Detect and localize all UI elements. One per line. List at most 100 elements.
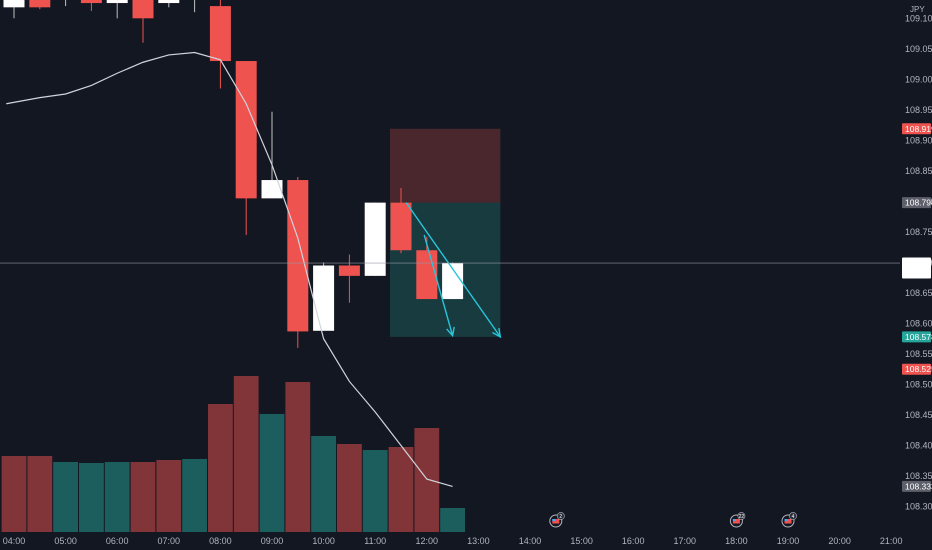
candle-body [442,263,464,300]
flag-icon [552,519,560,524]
price-tick-label: 109.000 [905,74,932,84]
volume-bar [311,436,336,532]
price-tick-label: 108.500 [905,380,932,390]
candle [261,111,283,199]
price-tick-label: 108.450 [905,410,932,420]
event-count-label: 2 [559,514,562,520]
time-tick-label: 17:00 [674,536,697,546]
candle [338,254,360,303]
candle [158,0,180,8]
candle [106,0,128,19]
candle-body [338,265,360,276]
price-tick-label: 108.950 [905,105,932,115]
flag-icon [732,519,740,524]
candle [364,202,386,276]
price-badge: 108.69920:48 [902,257,932,279]
event-flag-icon[interactable]: 4 [781,512,797,528]
arrow-shaft [423,234,454,336]
candle [29,0,51,10]
candle [209,0,231,89]
candle-body [29,0,51,8]
time-tick-label: 21:00 [880,536,903,546]
price-tick-label: 108.600 [905,318,932,328]
volume-bar [259,414,285,532]
price-badge: 108.333 [902,480,932,492]
price-badge-label: 108.333 [905,481,932,491]
price-badge-countdown: 20:48 [905,268,927,278]
time-tick-label: 07:00 [158,536,181,546]
candle-body [390,202,412,251]
price-badge: 108.919 [902,123,932,135]
time-tick-label: 19:00 [777,536,800,546]
ma-line [6,51,453,488]
trend-arrow[interactable] [405,202,502,339]
event-count-badge [556,512,565,520]
economic-events[interactable]: 2 22 4 [549,512,797,528]
volume-bar [233,376,259,532]
time-tick-label: 13:00 [467,536,490,546]
candle-body [209,6,231,62]
candle-body [158,0,180,4]
candle [3,0,25,19]
volume-bar [337,444,362,532]
price-badge-label: 108.578 [905,332,932,342]
time-tick-label: 06:00 [106,536,129,546]
price-badge-label: 108.798 [905,198,932,208]
candle [194,0,196,13]
candle [287,176,309,348]
candle-body [3,0,25,8]
time-axis[interactable]: 04:00 05:00 06:00 07:00 08:00 09:00 10:00 11:00… [3,536,903,546]
stop-loss-zone[interactable] [390,128,501,203]
volume-bar [79,463,104,532]
time-tick-label: 20:00 [828,536,851,546]
volume-bar [414,428,440,532]
currency-label: JPY [910,5,925,14]
volume-bar [130,462,156,532]
price-tick-label: 108.550 [905,349,932,359]
volume-bar [362,450,388,532]
candle [390,187,412,254]
price-badge-background [902,480,931,492]
price-tick-label: 108.350 [905,471,932,481]
price-badge-label: 108.919 [905,124,932,134]
candle-body [313,265,335,331]
price-tick-label: 109.050 [905,44,932,54]
trend-arrow[interactable] [423,234,455,338]
price-tick-label: 108.300 [905,502,932,512]
drawn-arrows[interactable] [405,202,502,339]
price-badge: 108.578 [902,331,932,343]
moving-average [6,51,453,488]
time-tick-label: 15:00 [570,536,593,546]
time-tick-label: 18:00 [725,536,748,546]
volume-bar [53,462,78,532]
candle-body [416,250,438,300]
event-flag-icon[interactable]: 2 [549,512,565,528]
price-badge-background [902,363,931,375]
event-count-badge [789,512,797,520]
time-tick-label: 05:00 [54,536,77,546]
candle [65,0,67,7]
candle-body [261,180,283,199]
time-tick-label: 04:00 [3,536,26,546]
candle [313,262,335,331]
volume-bar [388,447,414,532]
candle-body [287,180,309,332]
price-tick-label: 109.100 [905,13,932,23]
time-tick-label: 10:00 [312,536,335,546]
price-badge: 108.525 [902,363,932,375]
flag-canton [732,519,736,521]
time-tick-label: 16:00 [622,536,645,546]
event-flag-icon[interactable]: 22 [729,512,746,528]
price-badge-background [902,197,931,209]
price-badge-background [902,331,931,343]
arrow-head [446,326,455,338]
price-badge-label: 108.699 [905,258,932,268]
volume-bar [440,508,465,532]
price-tick-label: 108.900 [905,135,932,145]
flag-canton [784,519,788,521]
price-axis[interactable]: JPY109.100109.050109.000108.950108.90010… [900,0,932,550]
price-badge-background [902,257,931,279]
volume-bar [104,462,130,532]
candle-body [364,202,386,276]
